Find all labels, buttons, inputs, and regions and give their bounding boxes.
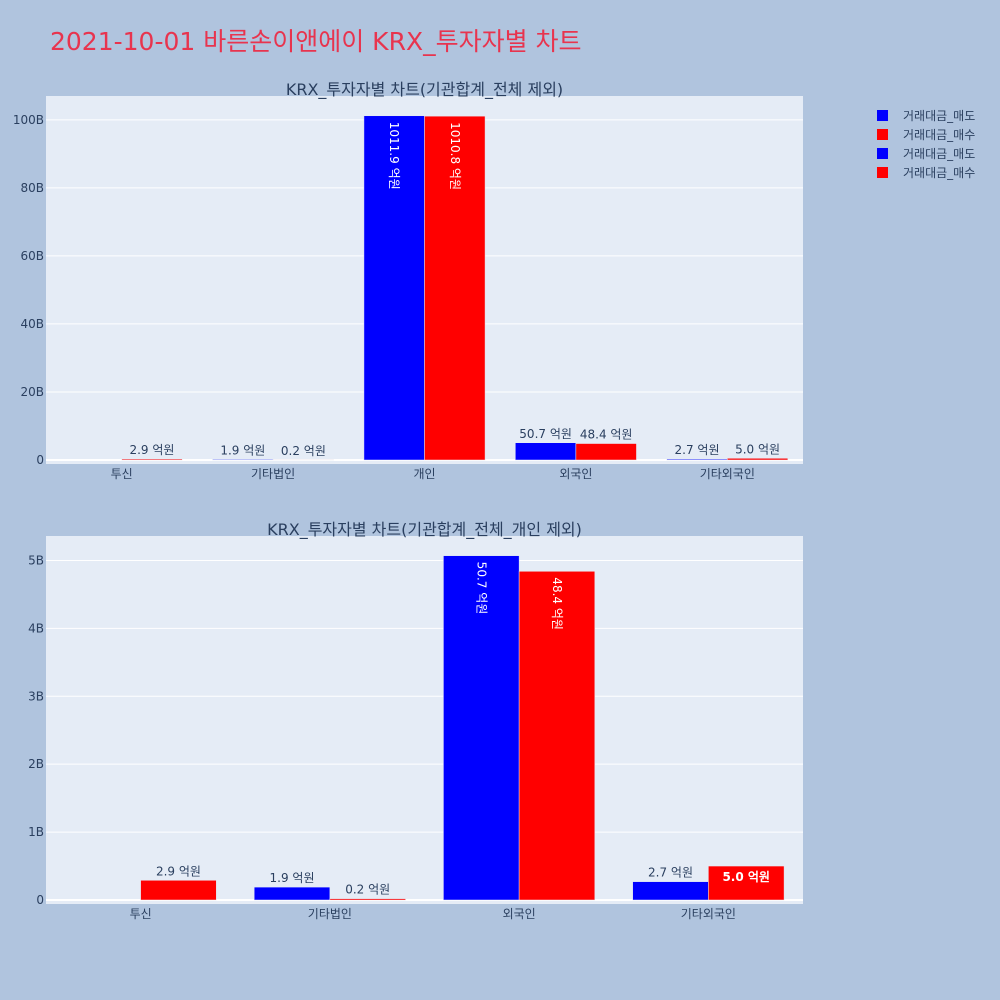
legend-swatch: [877, 167, 888, 178]
x-tick-label: 외국인: [503, 907, 536, 921]
bar-buy: [140, 880, 217, 901]
bar-value-label: 50.7 억원: [474, 562, 488, 615]
bar-buy: [708, 865, 785, 901]
bar-sell: [212, 459, 274, 461]
plot-area: [46, 536, 803, 904]
bar-value-label: 5.0 억원: [735, 442, 780, 456]
y-tick-label: 5B: [28, 553, 44, 567]
legend-swatch: [877, 110, 888, 121]
legend-swatch: [877, 129, 888, 140]
bar-buy: [727, 458, 789, 461]
bar-sell: [253, 886, 331, 901]
bar-value-label: 2.9 억원: [129, 443, 174, 457]
bar-value-label: 48.4 억원: [550, 577, 564, 630]
bar-value-label: 2.9 억원: [156, 864, 201, 878]
x-tick-label: 개인: [413, 467, 435, 481]
bar-sell: [515, 442, 577, 461]
bar-buy: [424, 115, 486, 461]
bar-value-label: 1010.8 억원: [448, 122, 462, 190]
chart-panel-1: 0 20B 40B 60B 80B 100B KRX_투자자별 차트(기관합계_전체 제외)…: [13, 80, 803, 481]
subplot-title: KRX_투자자별 차트(기관합계_전체 제외): [286, 80, 563, 100]
legend-label: 거래대금_매수: [903, 166, 975, 180]
y-tick-label: 0: [36, 893, 44, 907]
bar-buy: [518, 571, 596, 901]
bar-buy: [121, 458, 183, 461]
legend-swatch: [877, 148, 888, 159]
y-tick-label: 80B: [20, 181, 44, 195]
bar-value-label: 1.9 억원: [270, 871, 315, 885]
x-tick-label: 기타외국인: [681, 907, 736, 921]
bar-value-label: 5.0 억원: [722, 870, 770, 884]
bar-value-label: 0.2 억원: [345, 883, 390, 897]
y-tick-label: 2B: [28, 757, 44, 771]
bar-value-label: 0.2 억원: [281, 444, 326, 458]
legend-label: 거래대금_매도: [903, 109, 975, 123]
bar-value-label: 48.4 억원: [580, 428, 633, 442]
y-tick-label: 20B: [20, 385, 44, 399]
x-tick-label: 외국인: [559, 467, 592, 481]
chart-main-title: 2021-10-01 바른손이앤에이 KRX_투자자별 차트: [50, 27, 582, 56]
x-tick-label: 기타법인: [251, 467, 295, 481]
bar-sell: [363, 115, 425, 461]
bar-sell: [443, 555, 520, 901]
bar-buy: [329, 898, 406, 901]
bar-value-label: 1.9 억원: [220, 443, 265, 457]
y-tick-label: 40B: [20, 317, 44, 331]
x-tick-label: 기타법인: [308, 907, 352, 921]
y-tick-label: 4B: [28, 621, 44, 635]
x-tick-label: 투신: [111, 467, 133, 481]
y-tick-label: 0: [36, 453, 44, 467]
y-tick-label: 60B: [20, 249, 44, 263]
bar-buy: [575, 443, 637, 461]
y-tick-label: 1B: [28, 825, 44, 839]
bar-value-label: 2.7 억원: [648, 866, 693, 880]
subplot-title: KRX_투자자별 차트(기관합계_전체_개인 제외): [267, 520, 582, 540]
bar-value-label: 1011.9 억원: [387, 122, 401, 190]
y-tick-label: 3B: [28, 689, 44, 703]
y-tick-label: 100B: [13, 113, 44, 127]
bar-sell: [632, 881, 709, 901]
legend-label: 거래대금_매수: [903, 128, 975, 142]
bar-sell: [666, 458, 728, 461]
x-tick-label: 기타외국인: [700, 467, 755, 481]
legend-label: 거래대금_매도: [903, 147, 975, 161]
chart-panel-2: 0 1B 2B 3B 4B 5B KRX_투자자별 차트(기관합계_전체_개인 제외) 투신 2…: [28, 520, 803, 921]
bar-value-label: 2.7 억원: [675, 443, 720, 457]
bar-value-label: 50.7 억원: [519, 427, 572, 441]
x-tick-label: 투신: [130, 907, 152, 921]
